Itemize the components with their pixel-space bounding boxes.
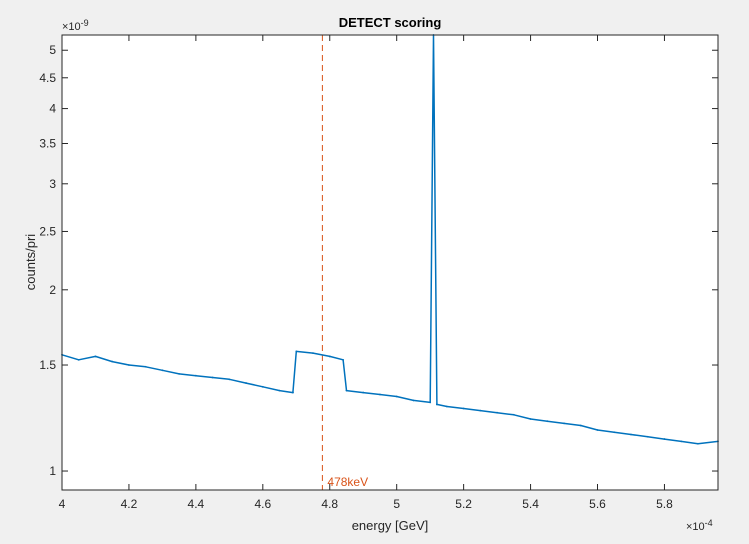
x-tick-label: 5 bbox=[393, 497, 400, 511]
y-tick-label: 3.5 bbox=[39, 136, 56, 150]
data-point bbox=[111, 360, 114, 363]
data-point bbox=[630, 433, 632, 436]
data-point bbox=[646, 435, 649, 438]
y-tick-label: 2.5 bbox=[39, 224, 56, 238]
data-point bbox=[496, 411, 499, 414]
data-point bbox=[245, 382, 247, 384]
x-multiplier: ×10-4 bbox=[686, 518, 713, 533]
x-axis-label: energy [GeV] bbox=[352, 518, 429, 533]
data-point bbox=[479, 409, 482, 412]
data-point bbox=[345, 389, 348, 392]
x-tick-label: 5.8 bbox=[656, 497, 673, 511]
data-point bbox=[77, 358, 80, 361]
y-tick-label: 1 bbox=[49, 464, 56, 478]
data-point bbox=[261, 385, 264, 388]
x-tick-label: 4.2 bbox=[121, 497, 138, 511]
x-tick-label: 4.4 bbox=[188, 497, 205, 511]
axes-background bbox=[62, 35, 718, 490]
x-tick-label: 5.4 bbox=[522, 497, 539, 511]
data-point bbox=[546, 420, 549, 423]
data-point bbox=[178, 372, 181, 375]
data-point bbox=[462, 407, 465, 410]
data-point bbox=[194, 374, 197, 377]
data-point bbox=[292, 391, 294, 394]
x-tick-label: 4 bbox=[59, 497, 66, 511]
data-point bbox=[412, 399, 415, 402]
y-tick-label: 4.5 bbox=[39, 71, 56, 85]
series-line bbox=[61, 34, 719, 445]
data-point bbox=[596, 429, 599, 431]
x-tick-label: 5.2 bbox=[455, 497, 472, 511]
data-point bbox=[379, 393, 381, 396]
data-point bbox=[563, 422, 565, 425]
data-point bbox=[445, 405, 448, 408]
data-point bbox=[613, 431, 616, 434]
data-point bbox=[395, 395, 398, 398]
data-point bbox=[362, 391, 365, 394]
reference-line-label: 478keV bbox=[327, 475, 368, 489]
x-tick-label: 5.6 bbox=[589, 497, 606, 511]
y-tick-label: 2 bbox=[49, 283, 56, 297]
data-point bbox=[228, 378, 231, 381]
y-tick-label: 4 bbox=[49, 102, 56, 116]
data-point bbox=[342, 358, 345, 361]
data-point bbox=[161, 369, 164, 372]
data-point bbox=[211, 376, 214, 379]
data-point bbox=[94, 355, 97, 358]
chart-title: DETECT scoring bbox=[339, 15, 442, 30]
x-tick-label: 4.6 bbox=[254, 497, 271, 511]
y-tick-label: 5 bbox=[49, 43, 56, 57]
data-point bbox=[278, 389, 281, 392]
data-point bbox=[328, 355, 331, 358]
data-point bbox=[680, 440, 683, 443]
data-point bbox=[429, 401, 432, 404]
y-axis-label: counts/pri bbox=[23, 234, 38, 290]
data-point bbox=[579, 424, 582, 427]
y-tick-label: 1.5 bbox=[39, 358, 56, 372]
data-point bbox=[312, 352, 314, 354]
data-point bbox=[144, 365, 147, 368]
axes-box bbox=[61, 34, 719, 491]
data-point bbox=[295, 350, 298, 353]
data-point bbox=[128, 364, 130, 366]
y-tick-label: 3 bbox=[49, 177, 56, 191]
y-multiplier: ×10-9 bbox=[62, 18, 89, 33]
data-point bbox=[435, 403, 438, 406]
data-point bbox=[697, 442, 699, 445]
data-point bbox=[512, 413, 515, 416]
data-point bbox=[529, 418, 532, 420]
data-point bbox=[663, 438, 666, 440]
x-tick-label: 4.8 bbox=[321, 497, 338, 511]
